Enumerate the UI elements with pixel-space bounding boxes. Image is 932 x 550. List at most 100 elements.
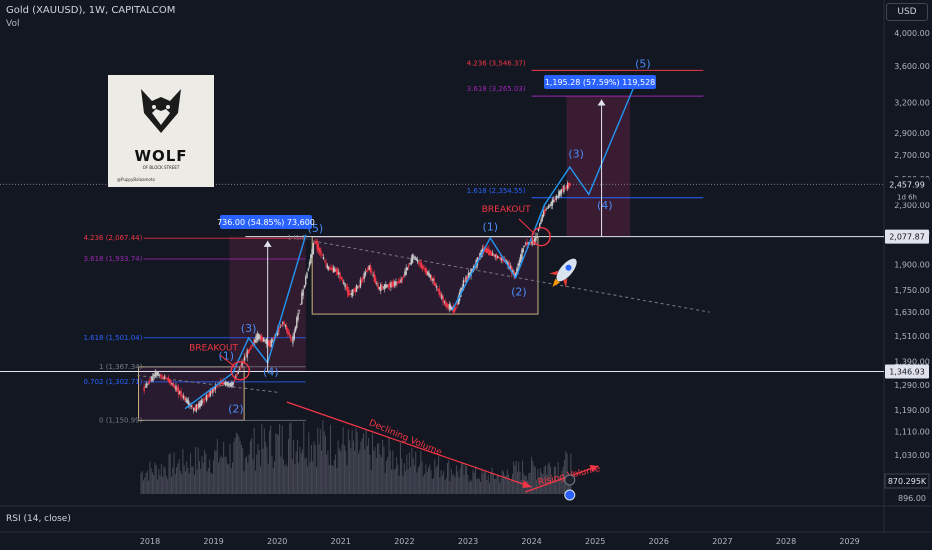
candle-body <box>509 266 512 271</box>
candle-body <box>193 407 195 411</box>
volume-bar <box>268 430 270 494</box>
candle-body <box>425 269 428 275</box>
volume-bar <box>219 458 221 494</box>
candle-body <box>353 290 355 293</box>
volume-bar <box>279 424 281 494</box>
volume-bar <box>209 459 211 494</box>
y-tick-label: 1,900.00 <box>894 260 930 269</box>
candle-body <box>535 235 537 241</box>
volume-bar <box>169 453 171 494</box>
volume-bar <box>443 470 445 494</box>
candle-body <box>176 387 178 392</box>
volume-bar <box>230 468 232 494</box>
candle-body <box>385 284 387 289</box>
candle-body <box>168 378 171 383</box>
candle-body <box>564 187 566 189</box>
candle-body <box>303 285 306 288</box>
hidden-fib-label: 1 (1,2... <box>288 234 311 241</box>
candle-body <box>191 407 194 409</box>
level-low-tag-bg <box>885 364 929 379</box>
candle-body <box>376 283 378 285</box>
volume-bar <box>473 472 475 494</box>
candle-body <box>433 278 435 286</box>
measure-label: 736.00 (54.85%) 73,600 <box>217 218 315 227</box>
candle-body <box>282 322 284 324</box>
volume-bar <box>331 464 333 494</box>
volume-bar <box>397 464 399 494</box>
volume-bar <box>233 441 235 494</box>
volume-bar <box>487 474 489 494</box>
candle-body <box>416 259 419 263</box>
candle-body <box>558 191 560 199</box>
measure-arrow-2025-head <box>597 99 606 106</box>
volume-bar <box>286 466 288 494</box>
x-tick-label: 2023 <box>458 537 478 546</box>
candle-body <box>255 335 257 343</box>
candle-body <box>537 228 540 232</box>
volume-bar <box>302 449 304 494</box>
volume-bar <box>328 464 330 494</box>
level-high-tag: 2,077.87 <box>889 233 925 242</box>
x-tick-label: 2018 <box>140 537 160 546</box>
candle-body <box>507 262 509 267</box>
volume-bar <box>141 471 143 494</box>
volume-bar <box>408 452 410 494</box>
volume-bar <box>202 462 204 494</box>
volume-bar <box>401 458 403 494</box>
volume-bar <box>457 471 459 494</box>
candle-body <box>257 333 260 340</box>
candle-body <box>414 256 416 260</box>
wave-label: (2) <box>511 285 527 298</box>
volume-bar <box>251 438 253 494</box>
candle-body <box>372 274 374 276</box>
candle-body <box>340 277 342 280</box>
volume-bar <box>238 436 240 494</box>
volume-bar <box>407 469 409 494</box>
volume-bar <box>480 482 482 494</box>
volume-bar <box>221 457 223 494</box>
volume-bar <box>468 481 470 494</box>
volume-bar <box>556 479 558 494</box>
wave-label: (3) <box>241 322 257 335</box>
volume-bar <box>190 453 192 494</box>
volume-bar <box>198 461 200 494</box>
volume-bar <box>225 456 227 494</box>
candle-body <box>402 275 405 277</box>
volume-bar <box>469 479 471 494</box>
candle-body <box>495 254 498 259</box>
candle-body <box>373 273 376 282</box>
candle-body <box>499 256 501 260</box>
fib-label-2019: 0.702 (1,302.71) <box>83 378 142 386</box>
fib-label-2019: 1.618 (1,501.04) <box>83 334 142 342</box>
volume-bar <box>346 465 348 494</box>
candle-body <box>336 268 339 275</box>
volume-bar <box>299 446 301 494</box>
candle-body <box>485 247 488 253</box>
volume-bar <box>557 462 559 494</box>
volume-bar <box>439 477 441 494</box>
candle-body <box>410 258 412 265</box>
y-tick-label: 3,600.00 <box>894 62 930 71</box>
volume-bar <box>508 474 510 494</box>
volume-bar <box>201 456 203 494</box>
currency-button[interactable]: USD <box>886 3 928 21</box>
volume-bar <box>564 459 566 494</box>
volume-bar <box>293 440 295 494</box>
volume-bar <box>566 453 568 494</box>
candle-body <box>338 272 340 275</box>
candle-body <box>429 274 432 279</box>
volume-bar <box>151 472 153 494</box>
volume-bar <box>504 475 506 494</box>
volume-bar <box>168 454 170 494</box>
candle-body <box>297 313 299 320</box>
candle-body <box>462 280 465 290</box>
volume-bar <box>422 476 424 494</box>
volume-bar <box>398 475 400 494</box>
candle-body <box>341 279 344 282</box>
candle-body <box>238 368 241 370</box>
candle-body <box>339 272 341 280</box>
candle-body <box>213 386 215 392</box>
volume-bar <box>448 460 450 494</box>
candle-body <box>315 241 317 244</box>
